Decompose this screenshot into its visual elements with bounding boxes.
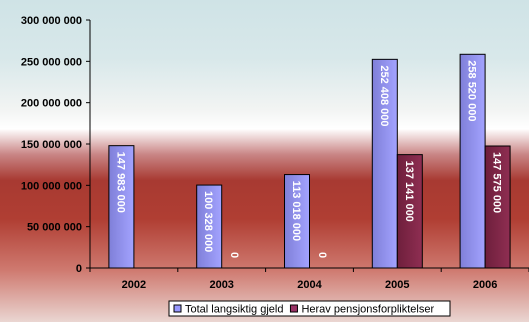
data-label: 258 520 000: [466, 60, 478, 121]
legend: Total langsiktig gjeld Herav pensjonsforp…: [168, 300, 451, 317]
y-tick-label: 300 000 000: [21, 15, 82, 27]
data-label: 147 575 000: [491, 152, 503, 213]
y-tick-label: 150 000 000: [21, 139, 82, 151]
x-tick-labels: 2002 2003 2004 2005 2006: [122, 279, 498, 291]
data-label: 252 408 000: [378, 65, 390, 126]
x-tick-label: 2002: [122, 279, 146, 291]
data-label: 100 328 000: [202, 191, 214, 252]
bar: [484, 145, 511, 269]
bar: [284, 174, 310, 269]
y-tick-labels: 0 50 000 000 100 000 000 150 000 000 200 000…: [21, 15, 82, 275]
data-label: 137 141 000: [403, 161, 415, 222]
data-label: 113 018 000: [290, 181, 302, 242]
legend-box: [168, 300, 451, 317]
x-tick-label: 2005: [385, 279, 409, 291]
bars: [108, 53, 511, 269]
legend-label: Herav pensjonsforpliktelser: [301, 304, 434, 316]
data-label: 0: [316, 252, 328, 258]
legend-swatch: [289, 304, 298, 313]
bar: [196, 184, 223, 269]
y-tick-label: 200 000 000: [21, 98, 82, 110]
legend-label: Total langsiktig gjeld: [185, 304, 283, 316]
data-label: 147 983 000: [114, 152, 126, 213]
bar: [396, 154, 423, 269]
x-tick-label: 2003: [209, 279, 233, 291]
y-tick-label: 0: [76, 263, 82, 275]
y-tick-label: 250 000 000: [21, 56, 82, 68]
x-tick-label: 2006: [473, 279, 497, 291]
bar: [108, 145, 135, 269]
data-labels: 147 983 000 100 328 000 0 113 018 000 0 252 4…: [114, 60, 502, 258]
y-tick-label: 100 000 000: [21, 180, 82, 192]
legend-swatch: [173, 304, 182, 313]
y-tick-label: 50 000 000: [27, 222, 82, 234]
x-tick-label: 2004: [297, 279, 322, 291]
bar: [459, 53, 486, 269]
data-label: 0: [228, 252, 240, 258]
